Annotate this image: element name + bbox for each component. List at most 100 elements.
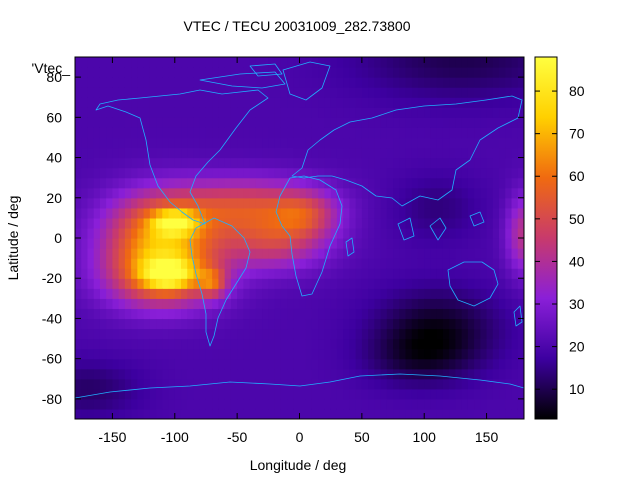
heatmap-cell [299,258,307,269]
heatmap-cell [424,248,432,259]
heatmap-cell [112,57,120,68]
heatmap-cell [467,378,475,390]
heatmap-cell [143,408,151,419]
heatmap-cell [299,268,307,279]
heatmap-cell [318,368,326,380]
heatmap-cell [486,137,494,149]
heatmap-cell [224,358,232,370]
heatmap-cell [156,408,163,419]
heatmap-cell [374,87,382,98]
coastline-australia [447,261,499,307]
heatmap-cell [137,117,145,128]
heatmap-cell [467,398,475,410]
heatmap-cell [449,358,457,370]
heatmap-cell [224,378,232,390]
heatmap-cell [305,378,313,390]
heatmap-cell [181,408,188,419]
heatmap-cell [162,398,170,410]
heatmap-cell [311,227,319,239]
heatmap-cell [343,308,350,320]
heatmap-cell [492,217,500,229]
heatmap-cell [411,177,419,189]
heatmap-cell [430,177,438,189]
heatmap-cell [262,278,269,289]
coastline-africa [275,175,343,297]
heatmap-cell [299,328,307,340]
heatmap-cell [355,217,363,229]
heatmap-cell [318,97,326,108]
heatmap-cell [131,238,138,249]
heatmap-cell [187,147,195,159]
heatmap-cell [81,348,89,360]
heatmap-cell [124,117,132,128]
heatmap-cell [181,368,188,380]
heatmap-cell [124,258,132,269]
heatmap-cell [162,137,170,149]
heatmap-cell [386,278,394,289]
heatmap-cell [181,117,188,128]
heatmap-cell [386,258,394,269]
heatmap-cell [343,378,350,390]
heatmap-cell [393,388,400,400]
heatmap-cell [368,408,375,419]
heatmap-cell [492,67,500,78]
heatmap-cell [99,67,107,78]
heatmap-cell [174,318,182,330]
heatmap-cell [449,67,457,78]
heatmap-cell [486,308,494,320]
heatmap-cell [336,207,344,219]
heatmap-cell [149,308,157,320]
heatmap-cell [505,157,513,169]
heatmap-cell [355,197,363,209]
heatmap-cell [205,117,213,128]
heatmap-cell [299,177,307,189]
heatmap-cell [193,288,201,299]
heatmap-cell [81,57,89,68]
heatmap-cell [324,238,332,249]
heatmap-cell [442,308,450,320]
heatmap-cell [417,298,425,309]
heatmap-cell [318,278,326,289]
heatmap-cell [330,67,338,78]
heatmap-cell [118,348,126,360]
heatmap-cell [124,288,132,299]
heatmap-cell [399,338,407,350]
heatmap-cell [299,398,307,410]
heatmap-cell [299,278,307,289]
heatmap-cell [436,298,444,309]
heatmap-cell [380,57,388,68]
heatmap-cell [187,408,195,419]
heatmap-cell [262,358,269,370]
heatmap-cell [187,328,195,340]
heatmap-cell [168,217,176,229]
heatmap-cell [93,258,101,269]
heatmap-cell [162,217,170,229]
heatmap-cell [106,238,114,249]
heatmap-cell [361,398,369,410]
heatmap-cell [393,77,400,88]
heatmap-cell [480,358,488,370]
heatmap-cell [299,348,307,360]
heatmap-cell [149,328,157,340]
heatmap-cell [311,318,319,330]
heatmap-cell [499,157,506,169]
coastline-north-america [95,89,269,225]
heatmap-cell [143,278,151,289]
heatmap-cell [118,157,126,169]
heatmap-cell [193,137,201,149]
heatmap-cell [417,77,425,88]
heatmap-cell [336,127,344,139]
heatmap-cell [230,368,238,380]
heatmap-cell [156,238,163,249]
heatmap-cell [218,67,226,78]
heatmap-cell [380,368,388,380]
heatmap-cell [399,398,407,410]
heatmap-cell [368,167,375,179]
heatmap-cell [243,107,251,118]
heatmap-cell [511,77,519,88]
heatmap-cell [99,368,107,380]
heatmap-cell [492,107,500,118]
heatmap-cell [162,207,170,219]
heatmap-cell [442,258,450,269]
